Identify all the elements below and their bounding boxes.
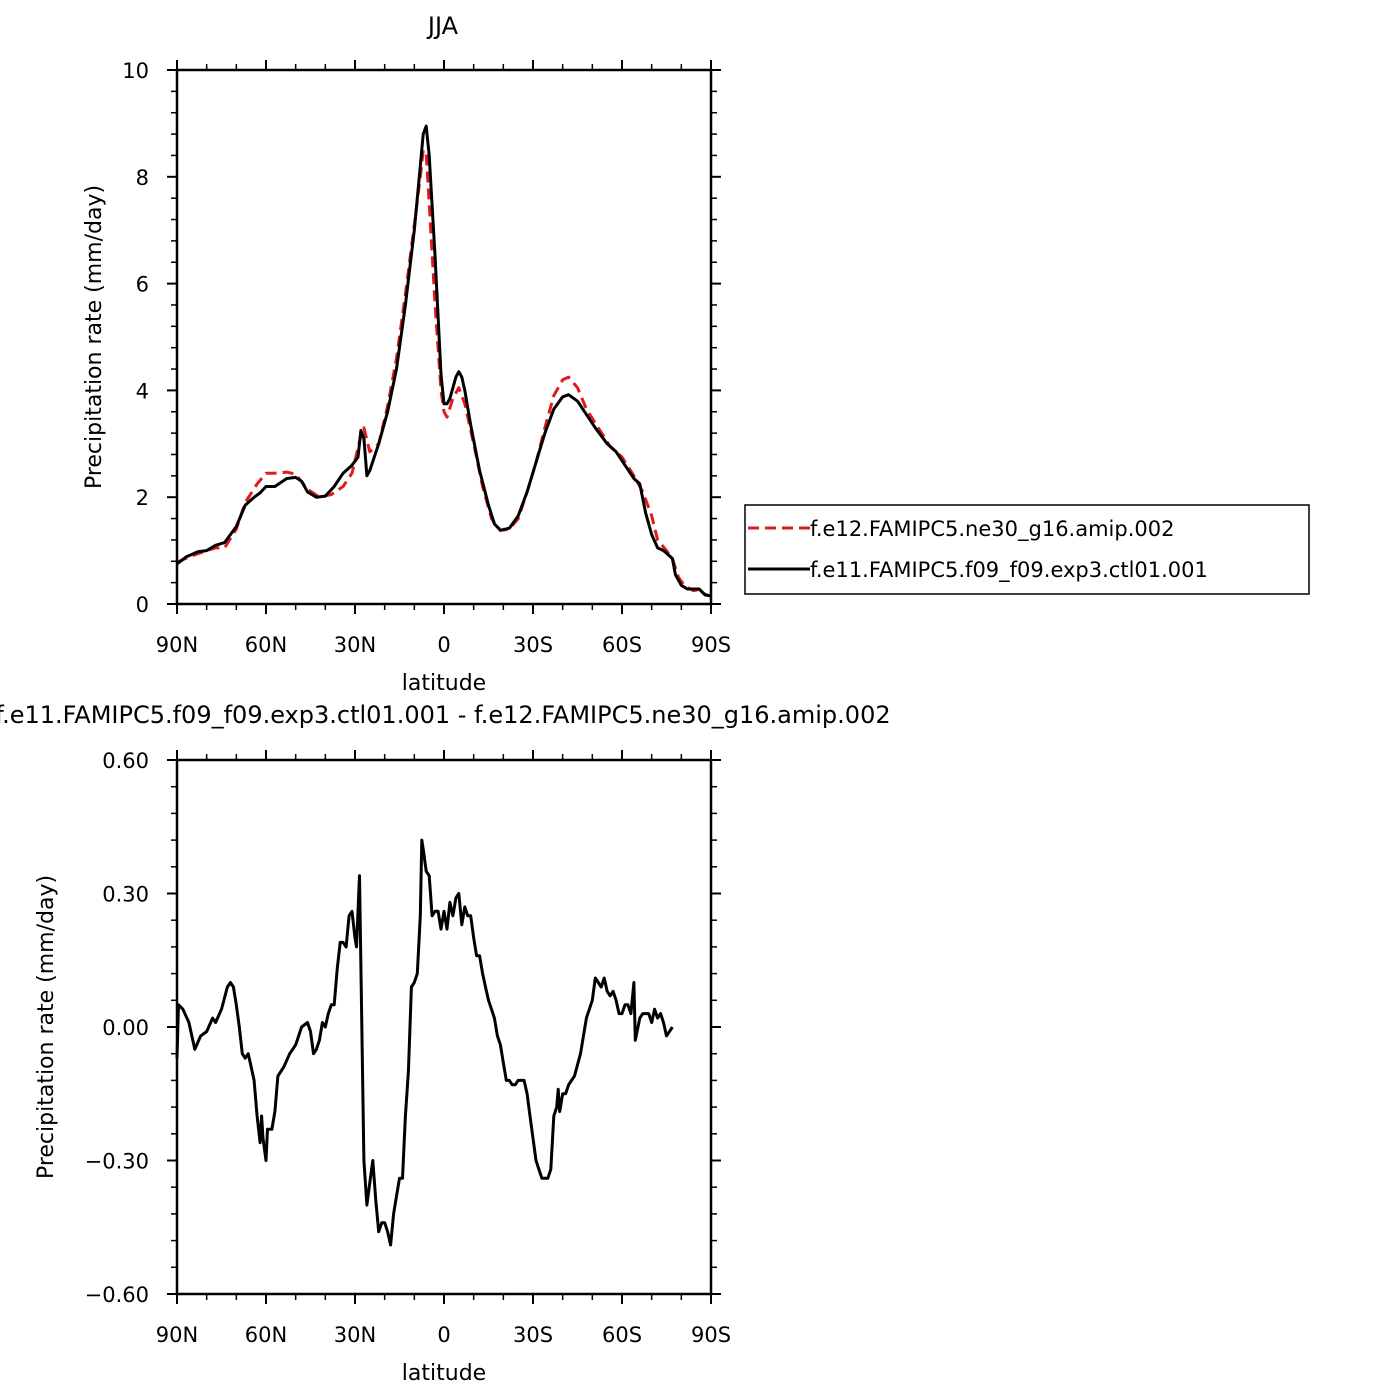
top-x-tick-label: 0 [437,633,450,657]
top-x-tick-label: 90S [691,633,731,657]
bottom-y-tick-label: 0.60 [102,749,149,773]
top-x-tick-label: 30S [513,633,553,657]
bottom-y-tick-label: 0.00 [102,1016,149,1040]
top-y-tick-label: 6 [136,273,149,297]
top-chart-ticks: 90N 60N 30N 0 30S 60S 90S 0 2 4 6 8 10 [122,59,731,657]
top-chart-lines [176,124,712,598]
top-y-axis-label: Precipitation rate (mm/day) [82,185,107,489]
bottom-y-axis-label: Precipitation rate (mm/day) [34,875,59,1179]
top-y-tick-label: 8 [136,166,149,190]
top-plot-frame [175,68,713,606]
bottom-y-tick-label: 0.30 [102,883,149,907]
bottom-x-tick-label: 60S [602,1323,642,1347]
bottom-y-tick-label: −0.60 [85,1283,149,1307]
top-y-tick-label: 4 [136,379,149,403]
bottom-x-axis-label: latitude [402,1361,486,1386]
bottom-y-tick-label: −0.30 [85,1150,149,1174]
top-y-tick-label: 2 [136,486,149,510]
top-series-line-0 [176,148,712,598]
bottom-plot-frame [175,758,713,1296]
top-x-tick-label: 90N [156,633,198,657]
legend-label-e12: f.e12.FAMIPC5.ne30_g16.amip.002 [810,517,1174,542]
bottom-series-line-0 [175,838,674,1247]
top-x-tick-label: 60S [602,633,642,657]
top-y-tick-label: 0 [136,593,149,617]
bottom-chart-lines [175,838,674,1247]
legend: f.e12.FAMIPC5.ne30_g16.amip.002 f.e11.FA… [744,504,1310,595]
top-x-tick-label: 60N [245,633,287,657]
bottom-x-tick-label: 90S [691,1323,731,1347]
bottom-x-tick-label: 60N [245,1323,287,1347]
bottom-x-tick-label: 30N [334,1323,376,1347]
top-x-tick-label: 30N [334,633,376,657]
legend-label-e11: f.e11.FAMIPC5.f09_f09.exp3.ctl01.001 [810,558,1208,583]
top-x-axis-label: latitude [402,671,486,696]
bottom-x-tick-label: 30S [513,1323,553,1347]
bottom-chart-title: f.e11.FAMIPC5.f09_f09.exp3.ctl01.001 - f… [0,701,891,729]
bottom-x-tick-label: 0 [437,1323,450,1347]
top-y-tick-label: 10 [122,59,149,83]
legend-box [744,504,1310,595]
bottom-chart: f.e11.FAMIPC5.f09_f09.exp3.ctl01.001 - f… [0,701,891,1386]
top-chart-title: JJA [426,12,459,40]
top-series-line-1 [176,124,712,598]
bottom-x-tick-label: 90N [156,1323,198,1347]
